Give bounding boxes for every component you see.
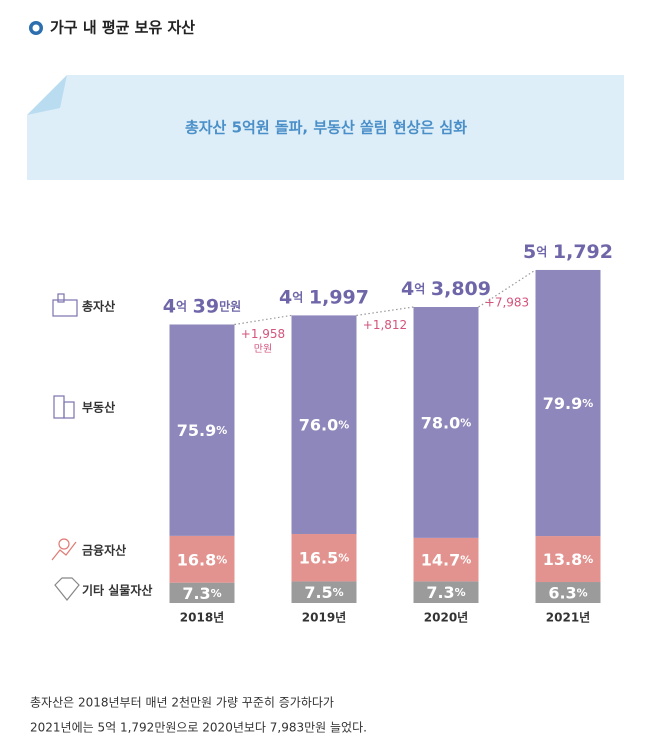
bar-segment [535, 582, 601, 603]
change-label: +1,812 [363, 318, 407, 332]
segment-label: 76.0% [299, 415, 350, 434]
label-part: 4 [401, 277, 414, 299]
label-part: % [338, 552, 349, 565]
bar-segment [291, 315, 357, 534]
label-part: % [216, 553, 227, 566]
bar-segment [291, 581, 357, 603]
label-part: 6.3 [548, 583, 576, 602]
total-label: 4억 3,809 [401, 277, 491, 299]
segment-label: 7.3% [182, 583, 221, 602]
title-icon-inner [32, 24, 40, 32]
label-part: 만원 [219, 298, 241, 313]
legend-label: 총자산 [82, 299, 115, 314]
x-tick-label: 2019년 [302, 611, 346, 625]
bar-segment [169, 324, 235, 536]
bar-segment [413, 306, 479, 538]
connector [356, 306, 414, 316]
label-part: 16.8 [177, 550, 216, 569]
label-part: % [582, 553, 593, 566]
change-label: +1,958 만원 [241, 326, 285, 355]
x-tick-label: 2020년 [424, 611, 468, 625]
label-part: 1,792 [553, 240, 613, 262]
total-label: 4억 39만원 [163, 295, 241, 317]
label-part: 3,809 [431, 277, 491, 299]
label-part: 1,997 [309, 286, 369, 308]
label-part: % [582, 397, 593, 410]
segment-label: 79.9% [543, 394, 594, 413]
segment-label: 6.3% [548, 583, 587, 602]
chart-subtitle: 총자산 5억원 돌파, 부동산 쏠림 현상은 심화 [185, 119, 467, 137]
label-part: % [455, 586, 466, 599]
segment-label: 14.7% [421, 550, 472, 569]
bar-segment [535, 269, 601, 537]
label-part: % [338, 419, 349, 432]
segment-label: 75.9% [177, 421, 228, 440]
label-part: 5 [523, 240, 536, 262]
change-line: 만원 [254, 343, 272, 355]
segment-label: 16.8% [177, 550, 228, 569]
change-label: +7,983 [485, 295, 529, 309]
legend-label: 부동산 [82, 400, 115, 415]
label-part: 16.5 [299, 548, 338, 567]
segment-label: 78.0% [421, 413, 472, 432]
banner [27, 75, 624, 180]
change-line: +7,983 [485, 295, 529, 309]
label-part: 억 [414, 281, 425, 295]
label-part: % [211, 587, 222, 600]
bar-segment [413, 537, 479, 582]
segment-label: 13.8% [543, 550, 594, 569]
label-part: 억 [536, 244, 547, 258]
connector [478, 269, 536, 308]
label-part: 14.7 [421, 550, 460, 569]
footer-line: 2021년에는 5억 1,792만원으로 2020년보다 7,983만원 늘었다… [30, 721, 367, 735]
label-part: % [460, 416, 471, 429]
page-title: 가구 내 평균 보유 자산 [50, 19, 195, 37]
label-part: 억 [292, 290, 303, 304]
label-part: 13.8 [543, 550, 582, 569]
label-part: 4 [279, 286, 292, 308]
segment-label: 16.5% [299, 548, 350, 567]
connector [234, 314, 292, 326]
label-part: 4 [163, 295, 176, 317]
banner-fold [27, 75, 67, 115]
segment-label: 7.3% [426, 583, 465, 602]
bar-segment [169, 535, 235, 583]
label-part: 76.0 [299, 415, 338, 434]
label-part: 75.9 [177, 421, 216, 440]
change-line: +1,958 [241, 326, 285, 340]
legend-icons [51, 293, 80, 601]
segment-label: 7.5% [304, 583, 343, 602]
total-label: 5억 1,792 [523, 240, 613, 262]
change-line: +1,812 [363, 318, 407, 332]
label-part: % [577, 587, 588, 600]
footer-line: 총자산은 2018년부터 매년 2천만원 가량 꾸준히 증가하다가 [30, 695, 334, 710]
label-part: 7.3 [182, 583, 210, 602]
label-part: 78.0 [421, 413, 460, 432]
bar-segment [413, 581, 479, 603]
bar-segment [291, 533, 357, 582]
legend-label: 금융자산 [82, 543, 126, 558]
label-part: 39 [193, 295, 219, 317]
label-part: % [333, 586, 344, 599]
x-tick-label: 2018년 [180, 611, 224, 625]
label-part: 억 [176, 299, 187, 313]
label-part: 7.3 [426, 583, 454, 602]
label-part: 7.5 [304, 583, 332, 602]
label-part: % [216, 424, 227, 437]
legend-label: 기타 실물자산 [82, 583, 152, 598]
label-part: 79.9 [543, 394, 582, 413]
bar-segment [169, 582, 235, 603]
x-tick-label: 2021년 [546, 611, 590, 625]
total-label: 4억 1,997 [279, 286, 369, 308]
bar-segment [535, 536, 601, 583]
label-part: % [460, 554, 471, 567]
